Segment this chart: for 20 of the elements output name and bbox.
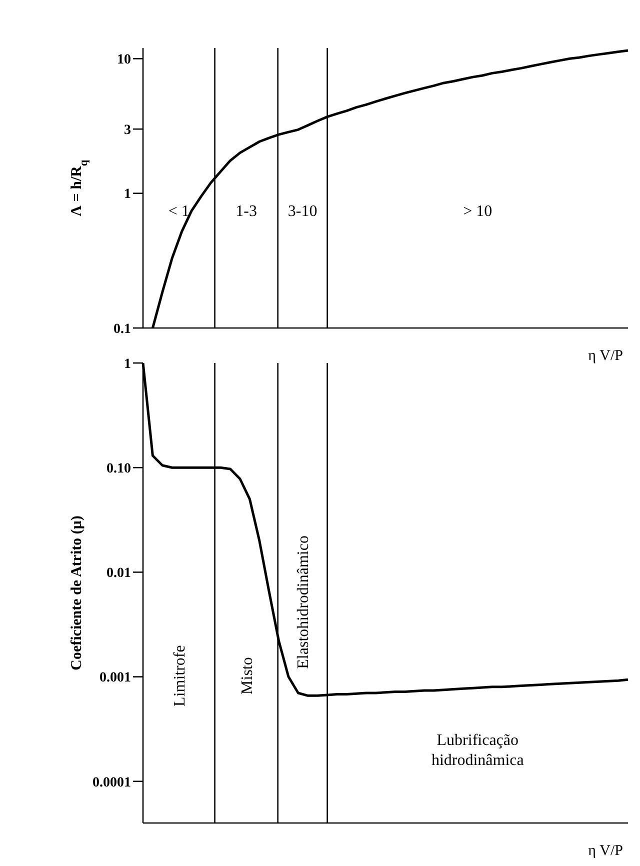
y-axis-title: Coeficiente de Atrito (μ) (69, 516, 85, 670)
x-axis-title: η V/P (588, 843, 623, 859)
x-axis-title: η V/P (588, 348, 623, 364)
y-tick-label: 0.01 (106, 566, 131, 582)
y-tick-label: 1 (124, 356, 131, 372)
annotation: < 1 (168, 203, 190, 220)
annotation: Lubrificação hidrodinâmica (431, 732, 524, 769)
annotation: Elastohidrodinâmico (295, 536, 312, 669)
annotation: > 10 (463, 203, 492, 220)
y-tick-label: 0.0001 (92, 775, 131, 790)
y-tick-label: 0.1 (114, 322, 131, 337)
y-tick-label: 1 (124, 187, 131, 202)
annotation: Limitrofe (171, 645, 188, 706)
y-tick-label: 3 (124, 122, 131, 138)
y-tick-label: 0.10 (106, 461, 131, 476)
y-tick-label: 0.001 (100, 670, 131, 686)
annotation: 3-10 (288, 203, 318, 220)
y-tick-label: 10 (117, 52, 131, 68)
annotation: Misto (238, 657, 256, 694)
annotation: 1-3 (236, 203, 257, 220)
